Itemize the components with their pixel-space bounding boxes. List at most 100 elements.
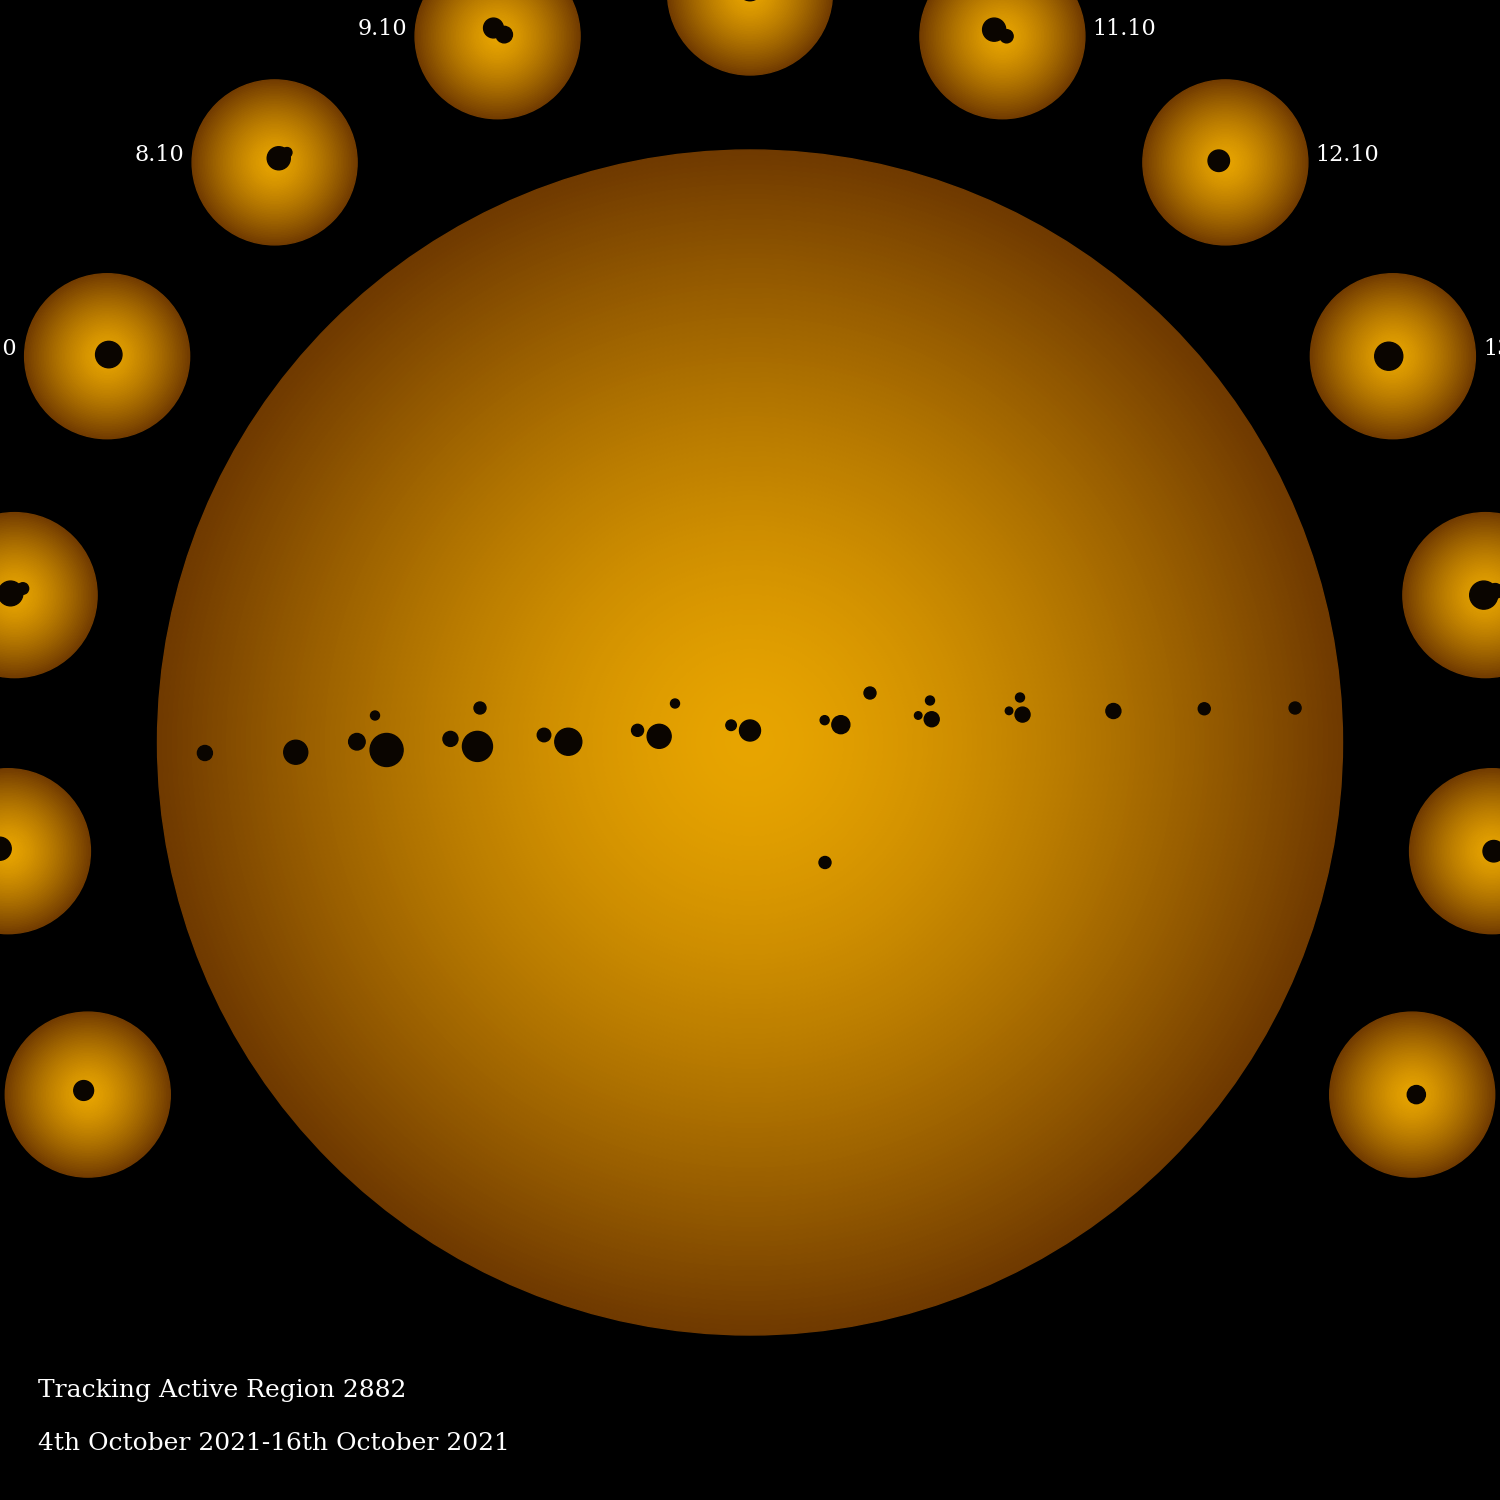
Circle shape (0, 561, 50, 630)
Circle shape (28, 1035, 147, 1154)
Circle shape (414, 406, 1086, 1078)
Circle shape (1347, 310, 1438, 402)
Circle shape (76, 1083, 99, 1106)
Circle shape (1436, 795, 1500, 907)
Circle shape (0, 822, 38, 880)
Circle shape (36, 285, 178, 428)
Circle shape (202, 90, 346, 236)
Circle shape (1149, 87, 1302, 238)
Circle shape (280, 273, 1220, 1212)
Circle shape (1414, 774, 1500, 928)
Circle shape (1479, 839, 1500, 864)
Circle shape (236, 123, 314, 202)
Circle shape (964, 0, 1041, 74)
Circle shape (432, 0, 564, 102)
Circle shape (996, 30, 1010, 44)
Circle shape (399, 392, 1101, 1094)
Circle shape (81, 330, 134, 382)
Circle shape (1365, 1047, 1460, 1143)
Circle shape (1490, 847, 1496, 855)
Circle shape (207, 200, 1293, 1286)
Circle shape (1388, 1070, 1437, 1119)
Circle shape (1370, 333, 1416, 380)
Circle shape (211, 99, 338, 225)
Circle shape (0, 778, 81, 924)
Circle shape (238, 126, 310, 198)
Circle shape (1324, 288, 1461, 424)
Circle shape (81, 1088, 94, 1101)
Circle shape (1431, 790, 1500, 912)
Circle shape (1480, 590, 1491, 600)
Circle shape (244, 132, 304, 192)
Circle shape (1000, 34, 1004, 38)
Circle shape (1450, 810, 1500, 892)
Circle shape (70, 320, 144, 393)
Circle shape (666, 658, 834, 826)
Circle shape (1162, 99, 1288, 225)
Circle shape (1166, 104, 1286, 222)
Circle shape (690, 0, 810, 53)
Circle shape (1338, 302, 1448, 411)
Circle shape (3, 584, 26, 606)
Circle shape (998, 32, 1008, 40)
Circle shape (537, 729, 550, 742)
Circle shape (456, 0, 538, 78)
Circle shape (1186, 123, 1264, 202)
Circle shape (69, 1077, 106, 1113)
Circle shape (1430, 789, 1500, 914)
Circle shape (712, 0, 788, 30)
Circle shape (0, 788, 72, 915)
Circle shape (60, 1066, 116, 1122)
Circle shape (1479, 588, 1492, 602)
Circle shape (656, 648, 844, 837)
Circle shape (1430, 538, 1500, 651)
Circle shape (1458, 816, 1500, 886)
Circle shape (2, 582, 28, 609)
Circle shape (982, 16, 1022, 56)
Circle shape (429, 0, 567, 105)
Circle shape (735, 728, 765, 758)
Circle shape (240, 128, 309, 196)
Circle shape (678, 0, 822, 64)
Circle shape (1366, 330, 1419, 382)
Circle shape (211, 204, 1288, 1281)
Circle shape (424, 417, 1076, 1068)
Circle shape (1184, 122, 1266, 204)
Circle shape (994, 28, 1011, 45)
Circle shape (1426, 536, 1500, 654)
Circle shape (513, 506, 987, 980)
Circle shape (1478, 837, 1500, 866)
Circle shape (718, 0, 782, 24)
Circle shape (56, 304, 159, 408)
Circle shape (1106, 704, 1120, 718)
Circle shape (483, 476, 1017, 1010)
Circle shape (255, 142, 294, 182)
Circle shape (1460, 568, 1500, 621)
Circle shape (282, 147, 292, 158)
Circle shape (988, 22, 1016, 50)
Circle shape (24, 273, 189, 438)
Circle shape (1402, 513, 1500, 678)
Circle shape (705, 698, 795, 788)
Circle shape (1156, 93, 1294, 231)
Circle shape (1470, 580, 1498, 609)
Circle shape (394, 387, 1106, 1098)
Circle shape (1362, 326, 1424, 387)
Circle shape (0, 524, 86, 666)
Circle shape (248, 136, 302, 189)
Circle shape (670, 0, 830, 72)
Circle shape (26, 1032, 150, 1158)
Circle shape (62, 310, 153, 402)
Circle shape (928, 0, 1077, 111)
Circle shape (682, 0, 818, 60)
Circle shape (0, 812, 48, 891)
Circle shape (448, 441, 1052, 1044)
Circle shape (503, 495, 998, 990)
Circle shape (722, 0, 778, 21)
Circle shape (1485, 844, 1498, 858)
Circle shape (60, 309, 154, 404)
Circle shape (705, 0, 795, 38)
Circle shape (201, 88, 350, 237)
Circle shape (1377, 339, 1410, 372)
Circle shape (433, 0, 562, 100)
